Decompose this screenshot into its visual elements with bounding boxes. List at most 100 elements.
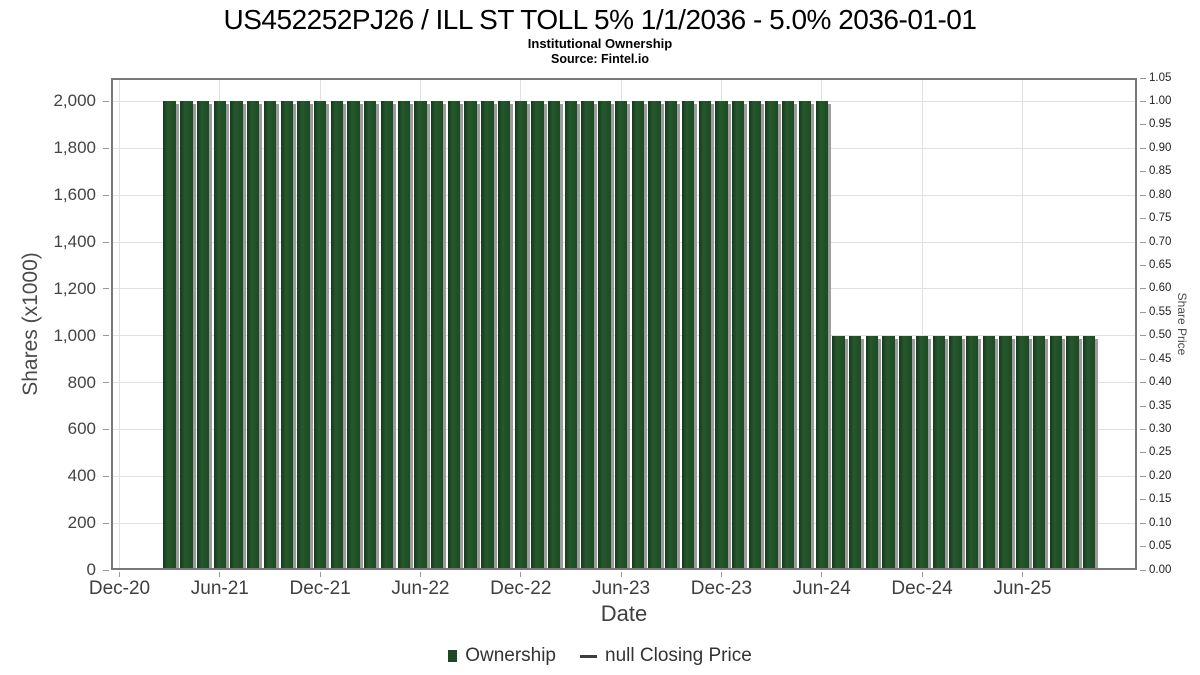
left-tick-label: 200 — [67, 513, 96, 533]
right-tick-mark — [1140, 452, 1146, 454]
closing-price-line-icon — [580, 654, 598, 658]
ownership-bar[interactable] — [581, 101, 594, 570]
right-tick-label: 0.35 — [1149, 399, 1172, 412]
ownership-bar[interactable] — [380, 101, 394, 570]
right-tick-label: 0.45 — [1149, 352, 1172, 365]
ownership-bar[interactable] — [882, 335, 895, 570]
chart-source: Source: Fintel.io — [551, 52, 649, 66]
ownership-bar[interactable] — [665, 101, 678, 570]
right-tick-mark — [1140, 475, 1146, 477]
ownership-bar[interactable] — [548, 101, 561, 570]
ownership-bar[interactable] — [497, 101, 511, 570]
right-tick-label: 0.70 — [1149, 235, 1172, 248]
ownership-bar[interactable] — [414, 101, 427, 570]
ownership-bar[interactable] — [848, 335, 862, 570]
ownership-bar[interactable] — [915, 335, 929, 570]
ownership-bar[interactable] — [715, 101, 728, 570]
right-tick-mark — [1140, 171, 1146, 173]
left-tick-label: 1,600 — [53, 185, 96, 205]
ownership-bar[interactable] — [1066, 335, 1079, 570]
ownership-bar[interactable] — [180, 101, 193, 570]
chart-title: US452252PJ26 / ILL ST TOLL 5% 1/1/2036 -… — [223, 4, 977, 35]
x-tick-label: Dec-24 — [891, 578, 953, 599]
x-tick-mark — [921, 572, 923, 577]
ownership-bar[interactable] — [297, 101, 310, 570]
ownership-bar[interactable] — [1083, 335, 1096, 570]
ownership-bar[interactable] — [1049, 335, 1062, 570]
ownership-bar[interactable] — [364, 101, 377, 570]
x-tick-mark — [520, 572, 522, 577]
ownership-bar[interactable] — [1016, 335, 1029, 570]
ownership-bar[interactable] — [263, 101, 277, 570]
ownership-bar[interactable] — [681, 101, 695, 570]
right-tick-mark — [1140, 288, 1146, 290]
left-tick-mark — [103, 382, 109, 384]
ownership-bar[interactable] — [313, 101, 327, 570]
ownership-bar[interactable] — [163, 101, 176, 570]
right-tick-label: 0.40 — [1149, 376, 1172, 389]
plot-area — [111, 78, 1137, 570]
right-tick-mark — [1140, 147, 1146, 149]
ownership-bar[interactable] — [481, 101, 494, 570]
legend-ownership-label: Ownership — [465, 645, 557, 666]
ownership-bar[interactable] — [899, 335, 912, 570]
ownership-bar[interactable] — [631, 101, 644, 570]
ownership-bar[interactable] — [698, 101, 711, 570]
ownership-bar[interactable] — [815, 101, 828, 570]
ownership-bar[interactable] — [464, 101, 477, 570]
ownership-bar[interactable] — [731, 101, 745, 570]
right-tick-mark — [1140, 77, 1146, 79]
ownership-bar[interactable] — [447, 101, 461, 570]
left-tick-label: 800 — [67, 372, 96, 392]
ownership-bar[interactable] — [430, 101, 444, 570]
ownership-bar[interactable] — [782, 101, 795, 570]
ownership-bar[interactable] — [999, 335, 1012, 570]
right-tick-mark — [1140, 100, 1146, 102]
x-tick-mark — [821, 572, 823, 577]
x-tick-mark — [620, 572, 622, 577]
ownership-bar[interactable] — [765, 101, 778, 570]
left-tick-mark — [103, 522, 109, 524]
ownership-bar[interactable] — [798, 101, 812, 570]
ownership-bar[interactable] — [230, 101, 243, 570]
right-tick-label: 0.25 — [1149, 446, 1172, 459]
ownership-bar[interactable] — [247, 101, 260, 570]
ownership-bar[interactable] — [564, 101, 578, 570]
x-tick-label: Dec-21 — [289, 578, 351, 599]
x-tick-mark — [720, 572, 722, 577]
ownership-bar[interactable] — [514, 101, 527, 570]
right-tick-label: 0.65 — [1149, 258, 1172, 271]
left-tick-label: 400 — [67, 466, 96, 486]
ownership-bar[interactable] — [330, 101, 344, 570]
ownership-bar[interactable] — [196, 101, 210, 570]
ownership-bar[interactable] — [982, 335, 996, 570]
left-tick-label: 1,000 — [53, 325, 96, 345]
ownership-bar[interactable] — [966, 335, 979, 570]
right-tick-label: 0.60 — [1149, 282, 1172, 295]
ownership-bar[interactable] — [347, 101, 360, 570]
right-tick-mark — [1140, 405, 1146, 407]
ownership-bar[interactable] — [648, 101, 661, 570]
right-tick-label: 0.00 — [1149, 563, 1172, 576]
ownership-bar[interactable] — [1032, 335, 1046, 570]
ownership-bar[interactable] — [865, 335, 879, 570]
right-tick-label: 0.10 — [1149, 516, 1172, 529]
ownership-swatch-icon — [448, 650, 458, 662]
ownership-bar[interactable] — [280, 101, 293, 570]
ownership-bar[interactable] — [213, 101, 226, 570]
ownership-bar[interactable] — [748, 101, 762, 570]
ownership-bar[interactable] — [614, 101, 628, 570]
chart-subtitle: Institutional Ownership — [527, 36, 673, 51]
left-tick-mark — [103, 194, 109, 196]
x-tick-mark — [1021, 572, 1023, 577]
right-tick-label: 0.55 — [1149, 305, 1172, 318]
right-tick-mark — [1140, 311, 1146, 313]
ownership-bar[interactable] — [598, 101, 611, 570]
right-tick-label: 0.50 — [1149, 329, 1172, 342]
ownership-bar[interactable] — [932, 335, 945, 570]
ownership-bar[interactable] — [397, 101, 410, 570]
ownership-bar[interactable] — [949, 335, 962, 570]
ownership-bar[interactable] — [531, 101, 544, 570]
ownership-bar[interactable] — [832, 335, 845, 570]
